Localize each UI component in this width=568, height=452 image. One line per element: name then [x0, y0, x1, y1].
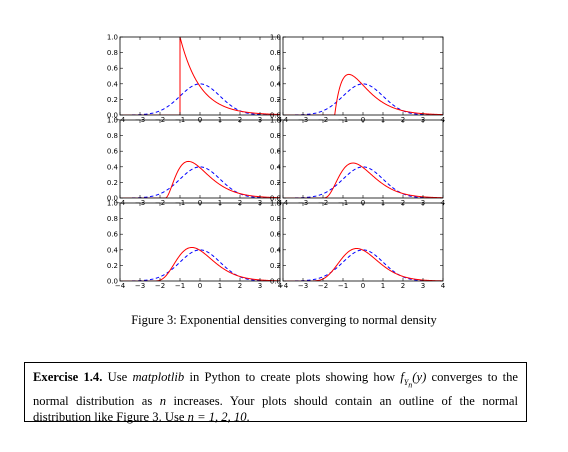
y-tick-label: 0.4 — [107, 163, 119, 171]
x-tick-label: 2 — [238, 282, 242, 290]
x-tick-label: 2 — [401, 282, 405, 290]
subplot-n-10: −4 −3 −2 −1 0 1 2 3 40.00.20.40.60.81.0 — [270, 200, 446, 291]
exponential-density-line — [283, 162, 443, 198]
y-tick-label: 0.2 — [270, 179, 281, 187]
y-tick-label: 0.2 — [270, 96, 281, 104]
y-tick-label: 0.2 — [107, 179, 118, 187]
y-tick-label: 0.0 — [270, 112, 281, 120]
exponential-density-line — [120, 37, 280, 115]
y-tick-label: 0.4 — [107, 80, 119, 88]
x-tick-label: −2 — [318, 282, 328, 290]
y-tick-label: 0.6 — [107, 65, 119, 73]
exercise-text-1: Use — [102, 370, 133, 384]
x-tick-label: 0 — [198, 282, 202, 290]
axes-frame — [282, 119, 444, 199]
exercise-text-4: increases. Your plots should contain an … — [33, 394, 519, 425]
axes-frame — [119, 36, 281, 116]
y-tick-label: 0.0 — [107, 278, 118, 286]
normal-density-line — [120, 166, 280, 198]
y-tick-label: 0.4 — [270, 163, 282, 171]
exercise-text-2: in Python to create plots showing how — [184, 370, 401, 384]
x-tick-label: 1 — [218, 282, 222, 290]
y-tick-label: 0.8 — [270, 49, 281, 57]
x-tick-label: 0 — [361, 282, 365, 290]
normal-density-line — [283, 166, 443, 198]
exercise-text-3: converges to the normal distribution as — [33, 370, 518, 409]
exercise-tool-name: matplotlib — [132, 370, 185, 384]
y-tick-label: 0.8 — [107, 132, 118, 140]
y-tick-label: 1.0 — [270, 117, 281, 125]
x-tick-label: −1 — [175, 282, 185, 290]
normal-density-line — [283, 249, 443, 281]
normal-density-line — [120, 249, 280, 281]
y-tick-label: 1.0 — [107, 34, 118, 42]
exponential-density-line — [283, 247, 443, 281]
math-f: f — [400, 370, 404, 384]
axes-frame — [119, 202, 281, 282]
figure-caption: Figure 3: Exponential densities convergi… — [131, 313, 437, 327]
density-plot-grid: −4−3−2−1012340.00.20.40.60.81.0−4−3−2−10… — [107, 34, 446, 291]
y-tick-label: 0.8 — [270, 132, 281, 140]
y-tick-label: 0.6 — [107, 231, 119, 239]
axes-frame — [282, 202, 444, 282]
math-sub-y: Y — [403, 377, 409, 387]
y-tick-label: 0.2 — [107, 262, 118, 270]
y-tick-label: 0.6 — [107, 148, 119, 156]
x-tick-label: 4 — [441, 282, 446, 290]
y-tick-label: 0.8 — [270, 215, 281, 223]
math-arg: (y) — [412, 370, 427, 384]
exponential-density-line — [120, 246, 280, 281]
y-tick-label: 0.2 — [270, 262, 281, 270]
y-tick-label: 1.0 — [270, 200, 281, 208]
x-tick-label: 3 — [258, 282, 262, 290]
y-tick-label: 0.6 — [270, 148, 282, 156]
exponential-density-line — [283, 73, 443, 115]
y-tick-label: 0.6 — [270, 65, 282, 73]
y-tick-label: 0.0 — [270, 278, 281, 286]
x-tick-label: −3 — [298, 282, 308, 290]
y-tick-label: 0.4 — [107, 246, 119, 254]
exponential-density-line — [120, 160, 280, 198]
y-tick-label: 0.0 — [107, 112, 118, 120]
y-tick-label: 0.4 — [270, 80, 282, 88]
exercise-box: Exercise 1.4. Use matplotlib in Python t… — [24, 362, 527, 425]
y-tick-label: 0.8 — [107, 49, 118, 57]
x-tick-label: −2 — [155, 282, 165, 290]
math-n: n — [159, 394, 167, 409]
exercise-label: Exercise 1.4. — [33, 370, 103, 384]
x-tick-label: −1 — [338, 282, 348, 290]
y-tick-label: 0.2 — [107, 96, 118, 104]
y-tick-label: 1.0 — [107, 200, 118, 208]
figure-3: −4−3−2−1012340.00.20.40.60.81.0−4−3−2−10… — [107, 34, 446, 291]
y-tick-label: 0.6 — [270, 231, 282, 239]
exercise-text-5: . — [246, 410, 250, 425]
y-tick-label: 0.0 — [107, 195, 118, 203]
y-tick-label: 1.0 — [270, 34, 281, 42]
normal-density-line — [120, 83, 280, 115]
x-tick-label: 3 — [421, 282, 425, 290]
math-values: n = 1, 2, 10 — [187, 410, 247, 425]
axes-frame — [282, 36, 444, 116]
y-tick-label: 0.0 — [270, 195, 281, 203]
x-tick-label: −4 — [115, 282, 126, 290]
x-tick-label: −4 — [278, 282, 289, 290]
x-tick-label: 1 — [381, 282, 385, 290]
math-subsub-n: n — [408, 380, 413, 390]
x-tick-label: −3 — [135, 282, 145, 290]
x-tick-label: 4 — [278, 282, 283, 290]
normal-density-line — [283, 83, 443, 115]
subplot-n-6: −4 −3 −2 −1 0 1 2 3 40.00.20.40.60.81.0 — [107, 200, 283, 291]
axes-frame — [119, 119, 281, 199]
y-tick-label: 1.0 — [107, 117, 118, 125]
y-tick-label: 0.8 — [107, 215, 118, 223]
y-tick-label: 0.4 — [270, 246, 282, 254]
